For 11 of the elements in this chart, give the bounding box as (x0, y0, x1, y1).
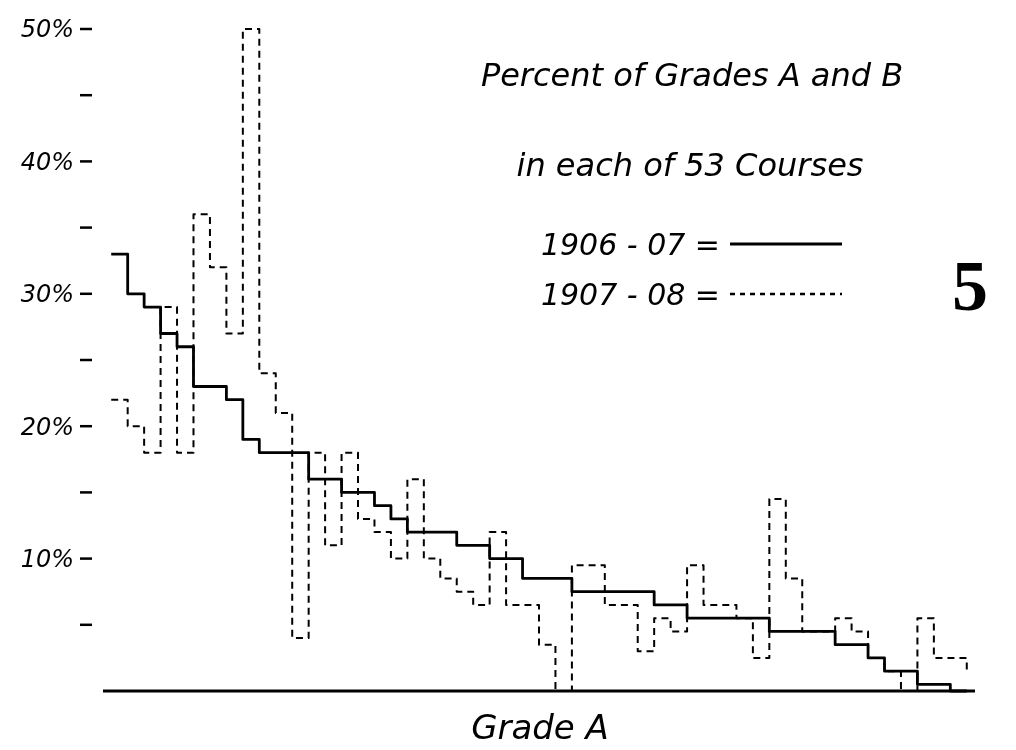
y-tick-label: 40% (20, 147, 74, 176)
y-tick-label: 10% (20, 545, 74, 573)
y-tick-label: 50% (20, 15, 74, 44)
legend-label: 1907 - 08 = (540, 276, 720, 312)
legend-label: 1906 - 07 = (540, 226, 720, 262)
text: in each of 53 Courses (516, 146, 864, 184)
annotation: 5 (952, 246, 988, 326)
y-tick-label: 30% (20, 280, 74, 309)
x-axis-title: Grade A (471, 707, 609, 747)
text: Percent of Grades A and B (480, 56, 904, 94)
y-tick-label: 20% (20, 412, 74, 441)
